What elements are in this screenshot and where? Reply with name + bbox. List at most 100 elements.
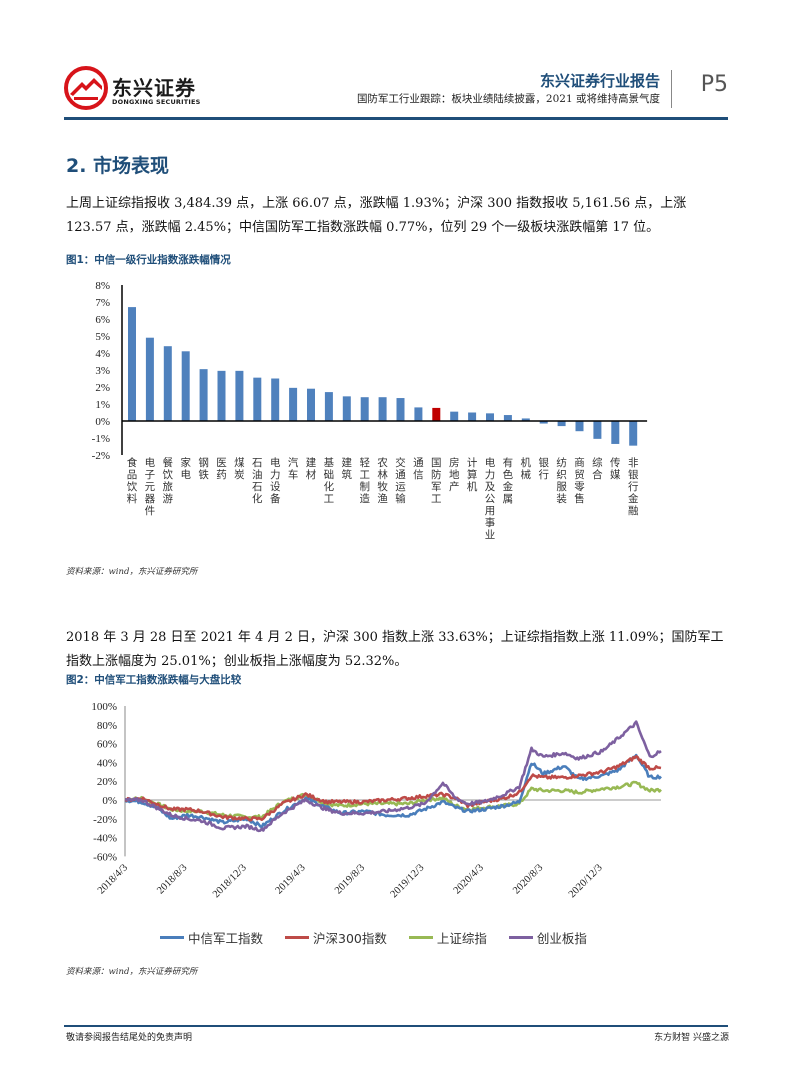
y-tick-label: 0% [102,795,117,807]
svg-text:防: 防 [431,468,442,481]
x-category-label: 汽车 [288,456,299,481]
svg-text:金: 金 [503,480,514,493]
bar [360,397,369,421]
svg-text:制: 制 [359,480,370,493]
bar [539,421,548,424]
x-category-label: 钢铁 [198,456,209,481]
header-separator [671,70,672,108]
svg-text:产: 产 [449,480,460,493]
svg-text:业: 业 [485,529,496,541]
svg-text:料: 料 [127,492,138,505]
y-tick-label: 100% [91,701,117,713]
svg-text:牧: 牧 [377,480,388,493]
svg-text:机: 机 [467,480,478,493]
svg-text:煤: 煤 [234,456,245,469]
x-tick-label: 2018/8/3 [155,862,189,896]
y-tick-label: -1% [92,433,110,445]
header-divider [64,117,728,120]
bar [199,369,208,421]
svg-text:银: 银 [538,456,549,469]
bar [378,397,387,421]
svg-text:轻: 轻 [359,456,370,469]
svg-text:电: 电 [485,456,496,469]
bar [432,407,441,421]
bar [217,370,226,421]
logo-english-name: DONGXING SECURITIES [112,98,201,106]
svg-text:力: 力 [270,468,281,481]
svg-text:材: 材 [306,468,317,481]
svg-text:通: 通 [395,469,406,481]
y-tick-label: 60% [97,739,117,751]
legend-item: 上证综指 [408,928,487,947]
svg-text:有: 有 [503,456,514,469]
figure1-title: 图1：中信一级行业指数涨跌幅情况 [66,254,231,266]
bar [253,377,262,421]
legend-swatch-icon [160,936,184,939]
page-number: P5 [700,72,728,97]
y-tick-label: -20% [93,814,117,826]
logo-chinese-name: 东兴证券 [112,76,196,100]
svg-text:件: 件 [145,505,156,517]
legend-item: 沪深300指数 [285,928,387,947]
svg-text:游: 游 [163,492,174,505]
x-tick-label: 2018/4/3 [96,862,130,896]
svg-text:力: 力 [485,468,496,481]
svg-text:综: 综 [592,456,603,469]
x-category-label: 建材 [306,456,317,481]
y-tick-label: 80% [97,720,117,732]
svg-text:药: 药 [216,469,227,481]
svg-text:融: 融 [628,505,639,517]
svg-text:设: 设 [270,481,281,493]
svg-text:商: 商 [574,456,585,469]
svg-text:输: 输 [395,492,406,505]
svg-text:化: 化 [324,480,335,493]
svg-text:家: 家 [180,456,191,469]
svg-text:工: 工 [431,494,442,505]
bar [629,421,638,446]
svg-text:子: 子 [145,469,156,481]
svg-text:装: 装 [556,492,567,505]
x-category-label: 通信 [413,457,424,481]
x-category-label: 建筑 [342,456,353,481]
svg-text:饮: 饮 [163,468,174,481]
x-tick-label: 2018/12/3 [211,862,249,900]
svg-text:造: 造 [359,492,370,505]
svg-text:事: 事 [485,516,496,529]
svg-text:非: 非 [628,457,639,469]
report-type: 东兴证券行业报告 [539,72,660,90]
svg-text:饮: 饮 [127,480,138,493]
svg-text:工: 工 [359,470,370,481]
bar [235,370,244,421]
legend-label: 沪深300指数 [313,931,387,946]
svg-text:旅: 旅 [163,480,174,493]
footer-divider [64,1025,728,1027]
svg-text:军: 军 [431,481,442,493]
svg-text:金: 金 [628,492,639,505]
legend-label: 中信军工指数 [188,931,264,946]
y-tick-label: -40% [93,833,117,845]
svg-text:基: 基 [324,456,335,469]
svg-text:传: 传 [610,457,621,469]
legend-item: 创业板指 [508,928,587,947]
x-category-label: 国防军工 [431,457,442,505]
x-category-label: 医药 [216,457,227,481]
svg-text:食: 食 [127,456,138,469]
svg-text:建: 建 [306,456,317,469]
x-category-label: 家电 [180,456,191,481]
svg-text:器: 器 [145,493,156,505]
svg-text:筑: 筑 [342,468,353,481]
bar [575,421,584,432]
y-tick-label: 40% [97,757,117,769]
bar [342,396,351,421]
legend-label: 创业板指 [536,931,587,946]
x-category-label: 传媒 [610,457,621,481]
svg-text:银: 银 [628,468,639,481]
svg-text:汽: 汽 [288,456,299,469]
